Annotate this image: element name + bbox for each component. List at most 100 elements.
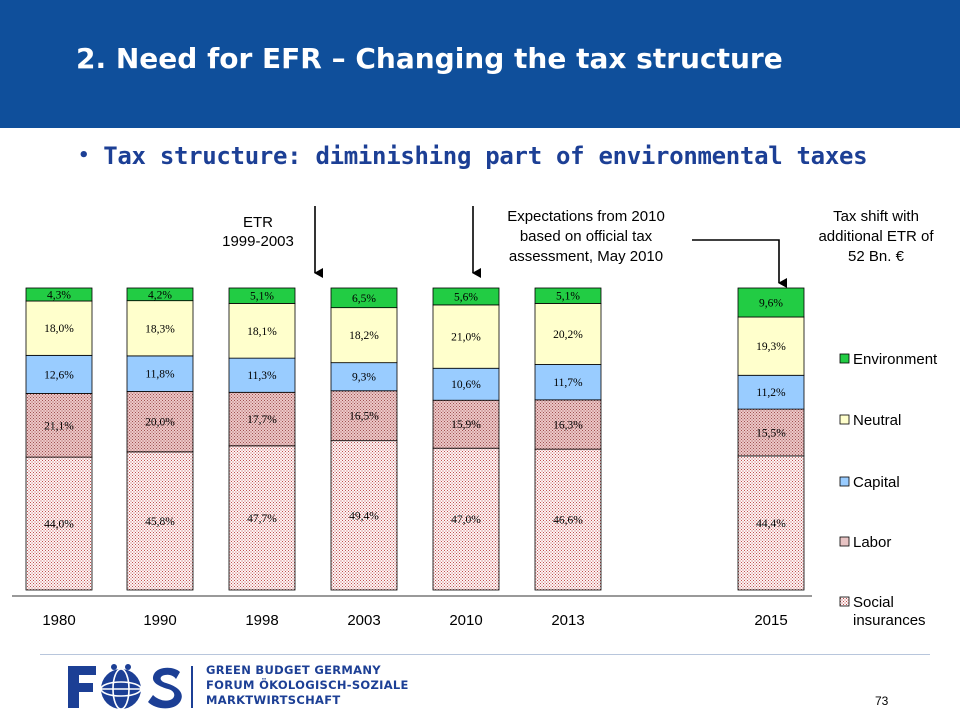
bar-segment-environment-1990 (126, 287, 194, 302)
bar-segment-environment-1998 (228, 287, 296, 304)
data-label-capital-2010: 10,6% (451, 379, 481, 391)
stacked-bar-chart: 44,0% 21,1% 12,6% 18,0% 4,3% 45,8% 20,0% 11,8% 1… (12, 206, 938, 629)
annotation-expectations-line-1: Expectations from 2010 (507, 208, 665, 225)
data-label-neutral-2003: 18,2% (349, 330, 379, 342)
data-label-environment-1980: 4,3% (47, 289, 71, 301)
legend-label-environment: Environment (853, 351, 938, 368)
fos-logo (68, 664, 182, 710)
bullet-text: Tax structure: diminishing part of envir… (103, 142, 868, 170)
data-label-capital-1990: 11,8% (145, 369, 175, 381)
x-tick-labels: 1980 1990 1998 2003 2010 2013 2015 (42, 612, 787, 629)
data-label-environment-2013: 5,1% (556, 291, 580, 303)
bar-segment-labor-2003 (330, 390, 398, 442)
data-label-neutral-1998: 18,1% (247, 326, 277, 338)
bar-segment-neutral-2010 (432, 304, 500, 369)
legend-label-labor: Labor (853, 534, 891, 551)
bar-segment-labor-2013 (534, 399, 602, 450)
logo-divider (191, 666, 193, 708)
data-label-neutral-1990: 18,3% (145, 323, 175, 335)
data-label-labor-1998: 17,7% (247, 414, 277, 426)
legend-swatch-capital (839, 476, 850, 487)
data-label-capital-2003: 9,3% (352, 372, 376, 384)
legend-swatch-labor (839, 536, 850, 547)
data-label-social-insurances-2010: 47,0% (451, 514, 481, 526)
annotation-expectations-line-3: assessment, May 2010 (509, 248, 663, 265)
logo-line-3: MARKTWIRTSCHAFT (206, 693, 341, 707)
bar-segment-environment-2013 (534, 287, 602, 304)
data-label-labor-2015: 15,5% (756, 428, 786, 440)
data-label-social-insurances-2003: 49,4% (349, 510, 379, 522)
data-label-environment-2015: 9,6% (759, 297, 783, 309)
data-label-social-insurances-1980: 44,0% (44, 519, 74, 531)
data-label-environment-1990: 4,2% (148, 289, 172, 301)
bar-segment-neutral-1990 (126, 300, 194, 357)
data-label-labor-1990: 20,0% (145, 417, 175, 429)
bar-segment-capital-2015 (737, 374, 805, 410)
annotation-expectations: Expectations from 2010 based on official… (472, 206, 665, 278)
logo-line-1: GREEN BUDGET GERMANY (206, 663, 381, 677)
bar-segment-neutral-2003 (330, 307, 398, 364)
bar-segment-neutral-2013 (534, 303, 602, 365)
data-label-labor-2010: 15,9% (451, 419, 481, 431)
bar-segment-environment-1980 (25, 287, 93, 302)
globe-icon (100, 664, 142, 710)
bar-segment-labor-2015 (737, 408, 805, 457)
footer-divider (40, 654, 930, 655)
data-label-environment-1998: 5,1% (250, 291, 274, 303)
bar-segment-neutral-2015 (737, 316, 805, 376)
bar-segment-social-insurances-2015 (737, 455, 805, 591)
legend-swatch-neutral (839, 414, 850, 425)
data-label-social-insurances-1990: 45,8% (145, 516, 175, 528)
bar-segment-environment-2010 (432, 287, 500, 306)
annotation-taxshift-arrow (692, 239, 787, 288)
annotation-taxshift-line-3: 52 Bn. € (848, 248, 905, 265)
bar-segment-social-insurances-2013 (534, 448, 602, 591)
bar-segment-environment-2015 (737, 287, 805, 318)
bar-segment-capital-1980 (25, 354, 93, 394)
bar-segment-labor-1998 (228, 391, 296, 447)
data-label-environment-2003: 6,5% (352, 293, 376, 305)
bar-segment-capital-2003 (330, 362, 398, 392)
data-label-capital-1998: 11,3% (247, 370, 277, 382)
data-label-labor-2003: 16,5% (349, 411, 379, 423)
slide-title: 2. Need for EFR – Changing the tax struc… (76, 42, 783, 75)
data-label-social-insurances-1998: 47,7% (247, 513, 277, 525)
bar-segment-neutral-1980 (25, 300, 93, 356)
annotation-etr: ETR 1999-2003 (222, 206, 323, 278)
x-tick-label-2013: 2013 (551, 612, 584, 629)
title-bar (0, 0, 960, 128)
data-label-labor-2013: 16,3% (553, 419, 583, 431)
x-tick-label-1980: 1980 (42, 612, 75, 629)
annotation-etr-line-1: ETR (243, 214, 273, 231)
data-label-neutral-1980: 18,0% (44, 323, 74, 335)
bar-segment-social-insurances-1998 (228, 445, 296, 591)
logo-letter-f (68, 666, 96, 708)
bar-segment-labor-1990 (126, 391, 194, 453)
bars-group: 44,0% 21,1% 12,6% 18,0% 4,3% 45,8% 20,0% 11,8% 1… (25, 287, 805, 591)
logo-letter-s (148, 667, 182, 709)
annotation-taxshift-line-2: additional ETR of (818, 228, 934, 245)
x-tick-label-1990: 1990 (143, 612, 176, 629)
page-number: 73 (875, 694, 889, 708)
x-tick-label-2010: 2010 (449, 612, 482, 629)
x-tick-label-2003: 2003 (347, 612, 380, 629)
data-label-environment-2010: 5,6% (454, 291, 478, 303)
annotation-taxshift: Tax shift with additional ETR of 52 Bn. … (692, 208, 934, 288)
bullet-point: • Tax structure: diminishing part of envi… (78, 142, 868, 170)
data-label-social-insurances-2013: 46,6% (553, 515, 583, 527)
bar-segment-social-insurances-2003 (330, 440, 398, 591)
data-label-capital-2015: 11,2% (756, 387, 786, 399)
bar-segment-capital-2013 (534, 364, 602, 401)
legend-swatch-social-insurances (839, 596, 850, 607)
annotation-etr-line-2: 1999-2003 (222, 233, 294, 250)
bar-segment-capital-1990 (126, 355, 194, 392)
bar-segment-neutral-1998 (228, 303, 296, 359)
bar-segment-social-insurances-1980 (25, 456, 93, 591)
data-label-neutral-2010: 21,0% (451, 332, 481, 344)
data-label-capital-2013: 11,7% (553, 377, 583, 389)
bar-segment-labor-2010 (432, 399, 500, 449)
bar-segment-social-insurances-2010 (432, 447, 500, 591)
legend-label-social-insurances: Social insurances (853, 594, 926, 629)
x-tick-label-1998: 1998 (245, 612, 278, 629)
data-label-labor-1980: 21,1% (44, 420, 74, 432)
